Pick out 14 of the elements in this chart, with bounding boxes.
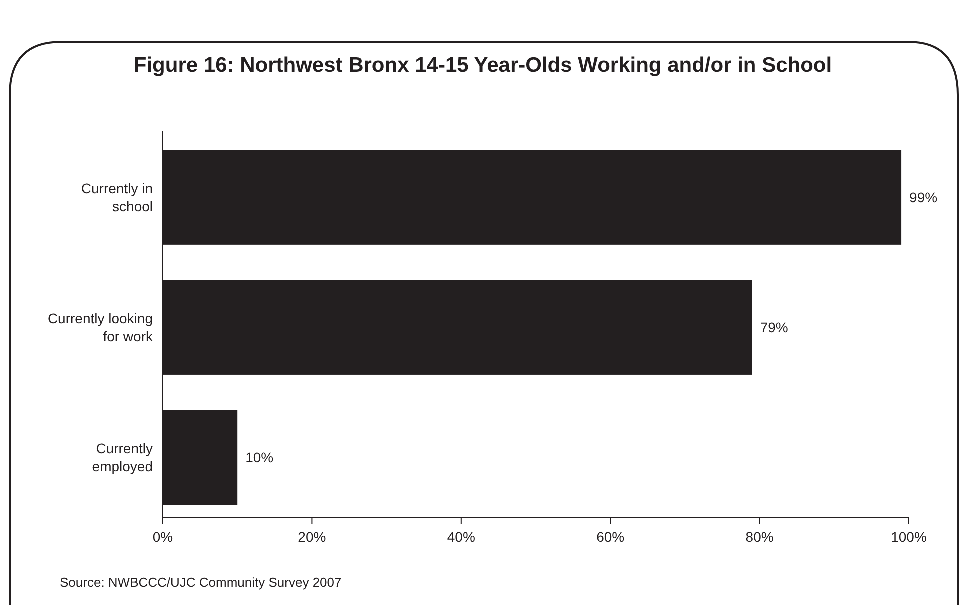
source-note: Source: NWBCCC/UJC Community Survey 2007 (60, 575, 342, 590)
x-tick-label: 40% (447, 529, 476, 545)
x-tick-label: 0% (152, 529, 174, 545)
x-tick-label: 100% (891, 529, 927, 545)
data-label: 99% (910, 189, 938, 206)
y-tick-label: Currently in school (81, 180, 153, 214)
x-tick-label: 80% (746, 529, 774, 545)
y-tick-label: Currently employed (92, 440, 153, 474)
data-label: 79% (760, 319, 788, 336)
data-label: 10% (246, 449, 274, 466)
x-tick-label: 60% (596, 529, 625, 545)
x-tick-label: 20% (298, 529, 326, 545)
chart-title: Figure 16: Northwest Bronx 14-15 Year-Olds Working and/or in School (134, 54, 832, 77)
y-tick-label: Currently looking for work (48, 310, 154, 344)
